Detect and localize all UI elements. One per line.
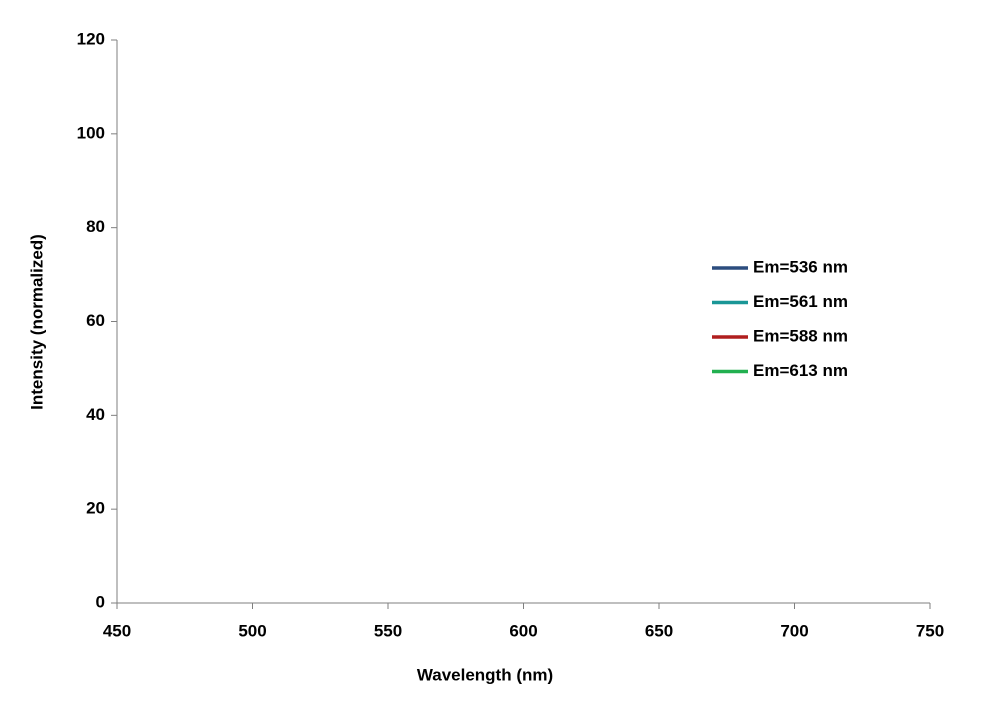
x-tick-label: 600 [509,621,537,640]
x-tick-label: 650 [645,621,673,640]
y-axis-label: Intensity (normalized) [27,234,46,410]
y-tick-label: 120 [77,29,105,48]
x-tick-label: 700 [780,621,808,640]
y-tick-label: 0 [96,592,105,611]
x-tick-label: 750 [916,621,944,640]
y-tick-label: 100 [77,123,105,142]
y-tick-label: 60 [86,311,105,330]
legend-label: Em=561 nm [753,292,848,311]
y-tick-label: 20 [86,499,105,518]
legend-label: Em=588 nm [753,326,848,345]
y-tick-label: 80 [86,217,105,236]
legend-label: Em=613 nm [753,361,848,380]
x-tick-label: 500 [238,621,266,640]
legend-label: Em=536 nm [753,257,848,276]
x-tick-label: 450 [103,621,131,640]
y-tick-label: 40 [86,405,105,424]
x-tick-label: 550 [374,621,402,640]
x-axis-label: Wavelength (nm) [417,665,553,684]
